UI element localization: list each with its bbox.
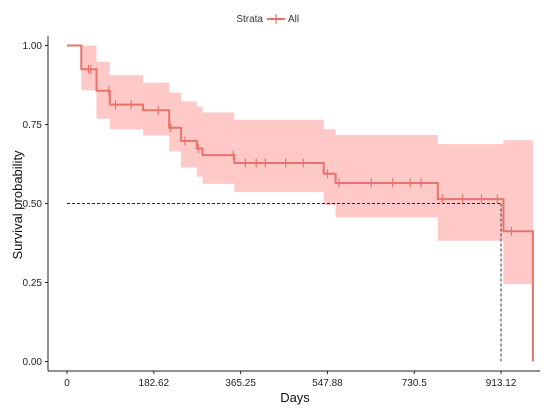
- median-reference-layer: [67, 203, 502, 362]
- x-tick-label: 913.12: [486, 378, 517, 389]
- y-tick-label: 0.50: [23, 199, 43, 210]
- y-tick-label: 0.00: [23, 357, 43, 368]
- legend-title: Strata: [236, 14, 263, 25]
- legend-entry-label: All: [288, 14, 299, 25]
- confidence-band: [67, 45, 533, 285]
- x-tick-label: 365.25: [225, 378, 256, 389]
- y-tick-label: 0.25: [23, 278, 43, 289]
- x-axis-label: Days: [280, 390, 310, 405]
- x-axis-ticks: 0 182.62 365.25 547.88 730.5 913.12: [64, 371, 517, 389]
- x-tick-label: 547.88: [312, 378, 343, 389]
- legend: Strata All: [236, 14, 299, 25]
- x-tick-label: 730.5: [402, 378, 427, 389]
- y-tick-label: 0.75: [23, 120, 43, 131]
- survival-curve-layer: [67, 44, 534, 362]
- x-tick-label: 0: [64, 378, 70, 389]
- y-tick-label: 1.00: [23, 41, 43, 52]
- confidence-band-layer: [67, 45, 533, 285]
- y-axis-label: Survival probability: [10, 150, 25, 260]
- x-tick-label: 182.62: [139, 378, 170, 389]
- y-axis-ticks: 0.00 0.25 0.50 0.75 1.00: [23, 41, 48, 368]
- censor-marks-layer: [87, 64, 513, 236]
- survival-curve-line: [67, 44, 534, 362]
